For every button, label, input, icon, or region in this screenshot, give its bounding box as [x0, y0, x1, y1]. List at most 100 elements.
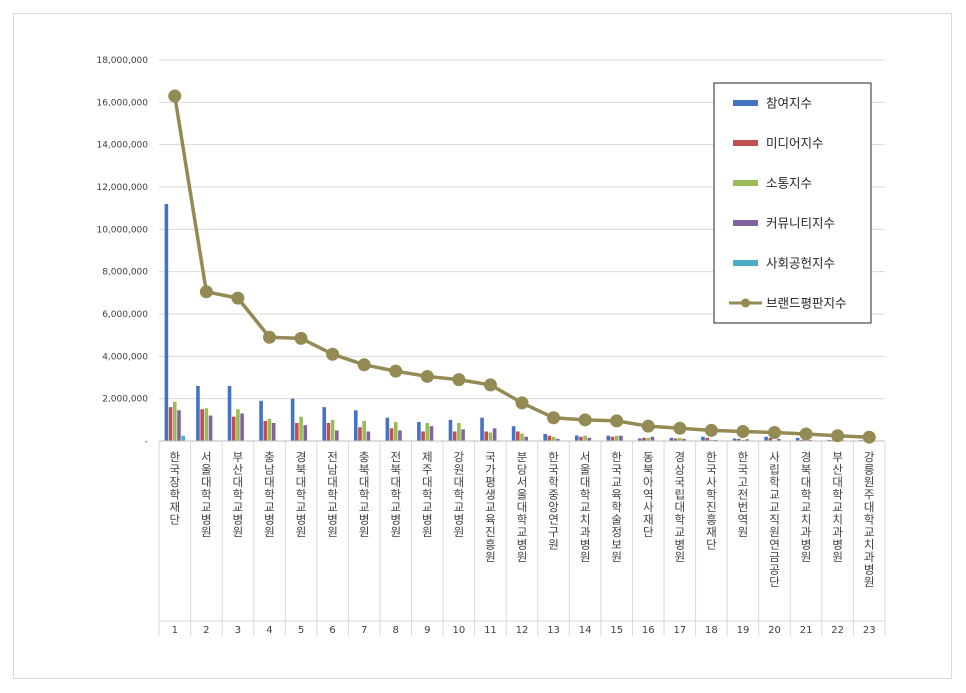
bar — [326, 423, 331, 441]
category-label: 강릉원주대학교치과병원 — [862, 451, 876, 589]
category-label: 분당서울대학교병원 — [515, 451, 529, 564]
bar — [701, 436, 705, 441]
bar — [488, 432, 493, 441]
bar — [614, 435, 619, 441]
legend-label: 참여지수 — [766, 96, 812, 111]
category-label: 충북대학교병원 — [357, 451, 371, 539]
bar — [290, 398, 295, 441]
bar — [768, 437, 773, 441]
rank-label: 21 — [800, 625, 813, 636]
y-tick-label: 2,000,000 — [102, 395, 148, 405]
bar — [520, 433, 524, 441]
bar — [421, 431, 425, 441]
line-point — [483, 378, 497, 392]
bar — [736, 438, 741, 441]
rank-label: 10 — [453, 625, 466, 636]
rank-label: 2 — [203, 625, 209, 636]
bar — [231, 416, 236, 441]
rank-label: 19 — [737, 625, 750, 636]
rank-label: 9 — [424, 625, 430, 636]
line-point — [547, 411, 561, 425]
bar — [606, 435, 611, 441]
rank-label: 17 — [673, 625, 686, 636]
bar — [164, 203, 169, 441]
category-label: 한국고전번역원 — [736, 451, 750, 539]
category-label: 강원대학교병원 — [452, 451, 466, 539]
bar — [208, 415, 213, 441]
bar — [389, 428, 394, 441]
bar — [511, 426, 516, 441]
line-point — [736, 424, 750, 438]
rank-label: 13 — [547, 625, 560, 636]
bar — [177, 410, 181, 441]
bar — [650, 436, 655, 441]
bar — [181, 435, 185, 441]
y-tick-label: 8,000,000 — [102, 268, 148, 278]
bar — [204, 408, 209, 441]
y-tick-label: 4,000,000 — [102, 352, 148, 362]
legend-swatch — [733, 140, 758, 146]
rank-label: 11 — [484, 625, 497, 636]
y-tick-label: 14,000,000 — [96, 141, 148, 151]
line-point — [515, 396, 529, 410]
bar — [385, 417, 390, 441]
category-label: 서울대학교병원 — [199, 451, 213, 539]
bar — [335, 430, 339, 441]
bar — [271, 423, 276, 441]
category-label: 경상국립대학교병원 — [673, 450, 687, 563]
bar — [425, 423, 430, 441]
rank-label: 14 — [579, 625, 592, 636]
bar — [353, 410, 358, 441]
bar — [429, 426, 434, 441]
line-point — [357, 358, 371, 372]
bar — [299, 416, 303, 441]
y-axis-ticks: - 2,000,000 4,000,000 6,000,000 8,000,000 10,… — [96, 56, 148, 447]
category-label: 동북아역사재단 — [641, 451, 655, 539]
legend-swatch — [733, 260, 758, 266]
category-label: 국가평생교육진흥원 — [483, 451, 497, 564]
legend-swatch — [733, 100, 758, 106]
bar — [795, 437, 800, 441]
line-point — [199, 285, 213, 299]
rank-label: 22 — [831, 625, 844, 636]
bar — [484, 431, 489, 441]
y-tick-label: 18,000,000 — [96, 56, 148, 66]
bar — [227, 385, 232, 441]
category-label: 한국학중앙연구원 — [547, 451, 561, 551]
category-label: 전북대학교병원 — [389, 451, 403, 539]
bar — [236, 409, 240, 441]
bar — [732, 438, 737, 441]
y-tick-label: 10,000,000 — [96, 225, 148, 235]
bar — [168, 407, 173, 441]
line-point — [768, 426, 782, 440]
line-point — [420, 369, 434, 383]
bar — [678, 437, 682, 441]
category-label: 경북대학교병원 — [294, 450, 308, 538]
line-point — [799, 427, 813, 441]
rank-label: 20 — [768, 625, 781, 636]
category-label: 사립학교교직원연금공단 — [768, 451, 782, 589]
category-label: 경북대학교치과병원 — [799, 450, 813, 563]
bar — [583, 435, 587, 441]
category-label: 한국장학재단 — [168, 451, 182, 526]
rank-label: 7 — [361, 625, 367, 636]
bar — [619, 435, 623, 441]
bar — [172, 401, 177, 441]
rank-label: 4 — [266, 625, 272, 636]
category-label: 부산대학교병원 — [231, 451, 245, 539]
category-label: 충남대학교병원 — [262, 451, 276, 539]
bar — [642, 437, 646, 441]
rank-label: 15 — [610, 625, 623, 636]
line-point — [831, 429, 845, 443]
bar — [358, 427, 362, 441]
bar — [480, 417, 484, 441]
legend-swatch — [733, 220, 758, 226]
bar — [461, 429, 465, 441]
bar — [745, 439, 749, 441]
line-point — [326, 347, 340, 361]
bar — [366, 431, 371, 441]
bar — [322, 407, 327, 441]
legend-label: 소통지수 — [766, 176, 812, 191]
legend-label: 브랜드평판지수 — [766, 296, 847, 311]
line-point — [231, 291, 245, 305]
